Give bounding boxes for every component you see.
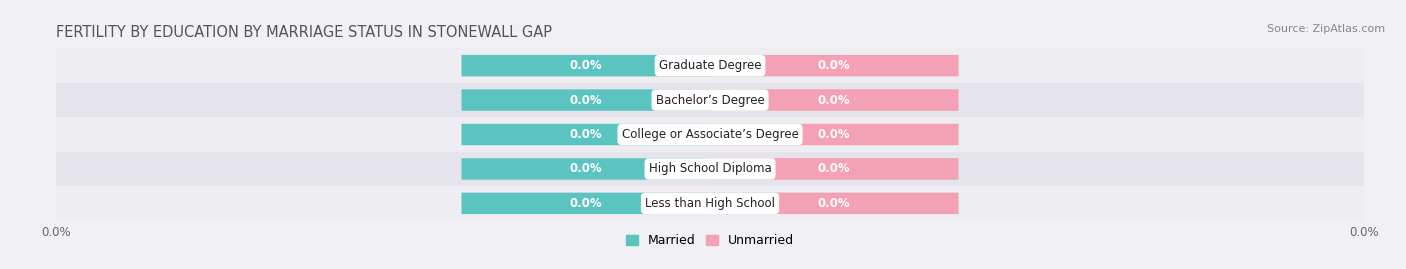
Text: Bachelor’s Degree: Bachelor’s Degree: [655, 94, 765, 107]
FancyBboxPatch shape: [710, 89, 959, 111]
Text: FERTILITY BY EDUCATION BY MARRIAGE STATUS IN STONEWALL GAP: FERTILITY BY EDUCATION BY MARRIAGE STATU…: [56, 25, 553, 40]
FancyBboxPatch shape: [461, 89, 710, 111]
FancyBboxPatch shape: [461, 158, 959, 180]
FancyBboxPatch shape: [461, 89, 959, 111]
Bar: [56, 186, 1364, 221]
FancyBboxPatch shape: [461, 55, 710, 76]
FancyBboxPatch shape: [461, 193, 710, 214]
FancyBboxPatch shape: [461, 124, 959, 145]
Text: 0.0%: 0.0%: [818, 197, 851, 210]
FancyBboxPatch shape: [710, 158, 959, 180]
Text: College or Associate’s Degree: College or Associate’s Degree: [621, 128, 799, 141]
Bar: [56, 48, 1364, 83]
Text: Source: ZipAtlas.com: Source: ZipAtlas.com: [1267, 24, 1385, 34]
Text: 0.0%: 0.0%: [569, 94, 602, 107]
Text: 0.0%: 0.0%: [818, 162, 851, 175]
FancyBboxPatch shape: [461, 55, 959, 76]
Text: 0.0%: 0.0%: [818, 128, 851, 141]
FancyBboxPatch shape: [461, 124, 710, 145]
Text: 0.0%: 0.0%: [569, 162, 602, 175]
FancyBboxPatch shape: [461, 158, 710, 180]
FancyBboxPatch shape: [710, 193, 959, 214]
Text: 0.0%: 0.0%: [569, 197, 602, 210]
FancyBboxPatch shape: [461, 193, 959, 214]
Text: 0.0%: 0.0%: [569, 59, 602, 72]
Text: 0.0%: 0.0%: [569, 128, 602, 141]
Text: 0.0%: 0.0%: [818, 59, 851, 72]
FancyBboxPatch shape: [710, 55, 959, 76]
Text: Less than High School: Less than High School: [645, 197, 775, 210]
Bar: [56, 152, 1364, 186]
Text: High School Diploma: High School Diploma: [648, 162, 772, 175]
FancyBboxPatch shape: [710, 124, 959, 145]
Bar: [56, 83, 1364, 117]
Legend: Married, Unmarried: Married, Unmarried: [620, 229, 800, 252]
Bar: [56, 117, 1364, 152]
Text: 0.0%: 0.0%: [818, 94, 851, 107]
Text: Graduate Degree: Graduate Degree: [659, 59, 761, 72]
